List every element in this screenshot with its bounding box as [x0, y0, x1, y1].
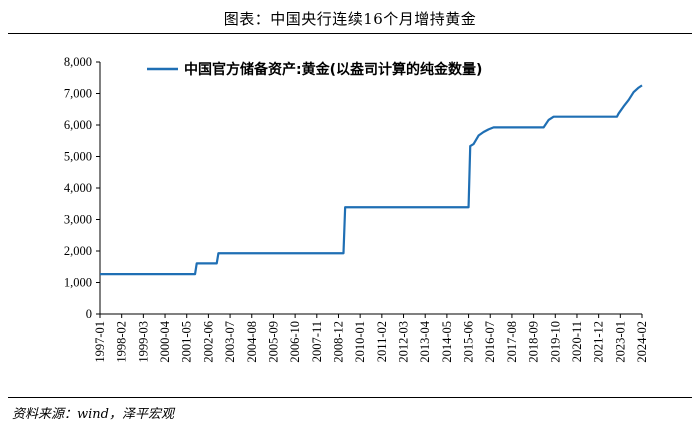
x-tick-label: 2001-05: [180, 321, 194, 363]
x-tick-label: 1998-02: [115, 321, 129, 363]
source-note: 资料来源：wind，泽平宏观: [12, 407, 174, 422]
y-tick-label: 2,000: [64, 244, 92, 258]
x-tick-label: 2000-04: [158, 320, 172, 362]
y-tick-label: 1,000: [64, 276, 92, 290]
x-tick-label: 1999-03: [136, 321, 150, 363]
y-tick-label: 0: [86, 307, 92, 321]
x-axis: 1997-01 1998-02 1999-03 2000-04 2001-05 2002-…: [93, 313, 649, 363]
x-tick-label: 2018-09: [527, 321, 541, 363]
x-tick-label: 2004-08: [245, 321, 259, 363]
x-tick-label: 2013-04: [418, 320, 432, 362]
x-tick-label: 2014-05: [440, 321, 454, 363]
x-tick-label: 2012-03: [397, 321, 411, 363]
legend-label: 中国官方储备资产:黄金(以盎司计算的纯金数量): [184, 61, 482, 78]
x-tick-label: 2011-02: [375, 321, 389, 362]
x-tick-label: 2024-02: [635, 321, 649, 363]
x-tick-label: 2010-01: [353, 321, 367, 363]
y-axis: 0 1,000 2,000 3,000 4,000 5,000 6,000 7,000 8,00…: [64, 55, 101, 321]
y-tick-label: 7,000: [64, 87, 92, 101]
y-tick-label: 3,000: [64, 213, 92, 227]
plot-area: [100, 84, 643, 276]
x-tick-label: 2021-12: [592, 321, 606, 363]
x-tick-label: 2005-09: [266, 321, 280, 363]
line-chart: 0 1,000 2,000 3,000 4,000 5,000 6,000 7,000 8,00…: [64, 55, 649, 363]
x-tick-label: 2020-11: [570, 321, 584, 362]
x-tick-label: 2006-10: [288, 321, 302, 363]
x-tick-label: 2007-11: [310, 321, 324, 362]
x-tick-label: 2016-07: [483, 321, 497, 363]
x-tick-label: 2003-07: [223, 321, 237, 363]
x-tick-label: 2023-01: [613, 321, 627, 363]
x-tick-label: 2008-12: [331, 321, 345, 363]
figure-title: 图表：中国央行连续16个月增持黄金: [223, 10, 477, 28]
bottom-rule: [8, 397, 692, 398]
x-tick-label: 2017-08: [505, 321, 519, 363]
y-tick-label: 6,000: [64, 118, 92, 132]
x-tick-label: 2019-10: [548, 321, 562, 363]
series-line-gold-reserves: [100, 84, 643, 276]
x-tick-label: 2015-06: [462, 321, 476, 363]
x-tick-label: 2002-06: [201, 321, 215, 363]
y-tick-label: 5,000: [64, 150, 92, 164]
x-tick-label: 1997-01: [93, 321, 107, 363]
top-rule: [8, 33, 692, 34]
legend: 中国官方储备资产:黄金(以盎司计算的纯金数量): [147, 61, 482, 78]
y-tick-label: 8,000: [64, 55, 92, 69]
y-tick-label: 4,000: [64, 181, 92, 195]
